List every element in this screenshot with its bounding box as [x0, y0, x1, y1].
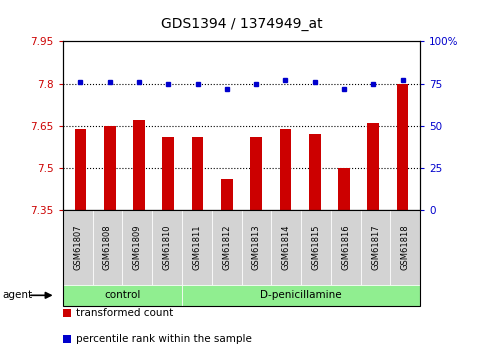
Text: GSM61817: GSM61817 [371, 225, 380, 270]
Text: GSM61813: GSM61813 [252, 225, 261, 270]
Text: GSM61816: GSM61816 [341, 225, 350, 270]
Text: transformed count: transformed count [76, 308, 173, 318]
Bar [309, 134, 321, 210]
Bar [250, 137, 262, 210]
Text: GSM61814: GSM61814 [282, 225, 291, 270]
Text: control: control [104, 290, 141, 300]
Text: GSM61810: GSM61810 [163, 225, 171, 270]
Text: percentile rank within the sample: percentile rank within the sample [76, 334, 252, 344]
Bar [74, 129, 86, 210]
Bar [162, 137, 174, 210]
Text: GSM61815: GSM61815 [312, 225, 320, 270]
Bar [368, 123, 379, 210]
Text: GSM61808: GSM61808 [103, 225, 112, 270]
Text: GDS1394 / 1374949_at: GDS1394 / 1374949_at [161, 17, 322, 31]
Bar [192, 137, 203, 210]
Text: D-penicillamine: D-penicillamine [260, 290, 342, 300]
Text: GSM61807: GSM61807 [73, 225, 82, 270]
Text: GSM61809: GSM61809 [133, 225, 142, 270]
Bar [397, 84, 409, 210]
Text: agent: agent [2, 290, 32, 300]
Bar [280, 129, 291, 210]
Bar [338, 168, 350, 210]
Bar [221, 179, 233, 210]
Text: GSM61811: GSM61811 [192, 225, 201, 270]
Bar [133, 120, 145, 210]
Text: GSM61812: GSM61812 [222, 225, 231, 270]
Bar [104, 126, 115, 210]
Text: GSM61818: GSM61818 [401, 225, 410, 270]
